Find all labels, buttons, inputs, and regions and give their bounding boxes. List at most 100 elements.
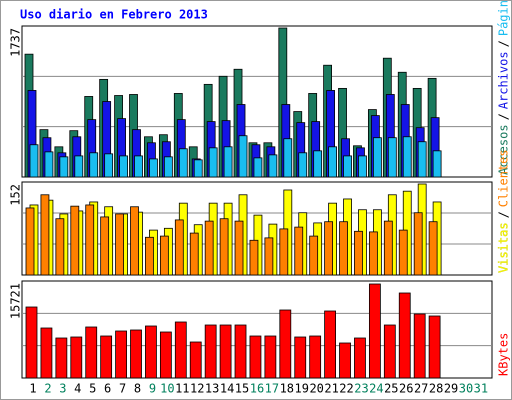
chart-title: Uso diario en Febrero 2013 [20, 8, 208, 22]
bar [234, 220, 244, 276]
legend-entry: Visitas [497, 222, 511, 273]
x-tick-label: 17 [265, 382, 279, 396]
x-tick-label: 14 [220, 382, 234, 396]
bar [339, 221, 348, 276]
bar [40, 194, 50, 276]
bar [40, 327, 53, 379]
bar [159, 331, 172, 379]
bar [59, 156, 69, 178]
bar [130, 329, 142, 379]
bar [432, 150, 442, 178]
bar [428, 221, 438, 276]
y-tick-label: 152 [9, 184, 23, 206]
x-tick-label: 18 [280, 382, 294, 396]
bar [383, 220, 393, 276]
bar [149, 158, 158, 178]
bar [70, 205, 80, 276]
x-tick-label: 23 [354, 382, 368, 396]
bar [402, 136, 412, 178]
y-tick-label: 15721 [9, 283, 23, 319]
bar [279, 309, 292, 379]
bar [398, 229, 408, 276]
bar [44, 151, 54, 178]
legend-entry: Archivos [497, 51, 511, 109]
x-tick-label: 10 [160, 382, 174, 396]
x-tick-label: 30 [459, 382, 473, 396]
legend-entry: Páginas [497, 0, 511, 36]
legend-entry: KBytes [497, 333, 511, 376]
x-tick-label: 28 [429, 382, 443, 396]
bar [354, 337, 366, 379]
x-tick-label: 2 [44, 382, 51, 396]
x-tick-label: 8 [134, 382, 141, 396]
x-tick-label: 22 [339, 382, 353, 396]
bar [163, 156, 173, 178]
x-tick-label: 31 [474, 382, 488, 396]
x-tick-label: 6 [104, 382, 111, 396]
bar [294, 336, 307, 379]
bar [264, 237, 274, 276]
x-tick-label: 7 [119, 382, 126, 396]
bar [174, 321, 187, 379]
x-tick-label: 13 [205, 382, 219, 396]
bar [309, 235, 319, 276]
x-tick-label: 25 [384, 382, 398, 396]
x-tick-label: 11 [175, 382, 189, 396]
x-tick-label: 5 [89, 382, 96, 396]
bar [100, 216, 110, 276]
y-tick-label: 1737 [9, 28, 23, 57]
x-tick-label: 19 [295, 382, 309, 396]
bar [204, 324, 217, 379]
bar [25, 306, 38, 379]
legend-entry: Accesos [497, 124, 511, 175]
bar [115, 213, 124, 276]
bar [238, 135, 248, 178]
bar [208, 147, 218, 178]
x-tick-label: 26 [399, 382, 413, 396]
legend-entry: Clientes [497, 149, 511, 207]
bar [368, 231, 378, 276]
bar [234, 324, 247, 379]
bar [70, 336, 83, 379]
bar [145, 325, 157, 379]
bar [74, 155, 84, 178]
x-tick-label: 20 [309, 382, 323, 396]
x-tick-label: 16 [250, 382, 264, 396]
bar [134, 155, 143, 178]
bar [283, 138, 293, 178]
bar [219, 218, 229, 276]
bar [55, 337, 68, 379]
bar [219, 324, 232, 379]
bar [189, 232, 199, 276]
bar [159, 235, 169, 276]
x-tick-label: 27 [414, 382, 428, 396]
bar [324, 310, 337, 379]
bar [268, 154, 278, 178]
bar [89, 152, 99, 178]
bar [193, 159, 203, 178]
bar [428, 315, 441, 379]
bar [398, 292, 411, 379]
bar [264, 335, 277, 379]
legend-separator: / [497, 40, 511, 47]
bar [358, 155, 367, 178]
bar [383, 324, 396, 379]
bar [29, 144, 39, 178]
x-tick-label: 12 [190, 382, 204, 396]
bar [413, 212, 423, 276]
bar [85, 326, 98, 379]
x-tick-label: 29 [444, 382, 458, 396]
bar [85, 204, 95, 276]
x-tick-label: 21 [324, 382, 338, 396]
bar [178, 148, 188, 178]
bar [145, 236, 154, 276]
bar [372, 137, 382, 178]
bar [204, 220, 214, 276]
bar [249, 239, 259, 276]
bar [413, 313, 426, 379]
bar [417, 141, 427, 178]
x-tick-label: 4 [74, 382, 81, 396]
x-tick-label: 15 [235, 382, 249, 396]
bar [368, 283, 381, 379]
